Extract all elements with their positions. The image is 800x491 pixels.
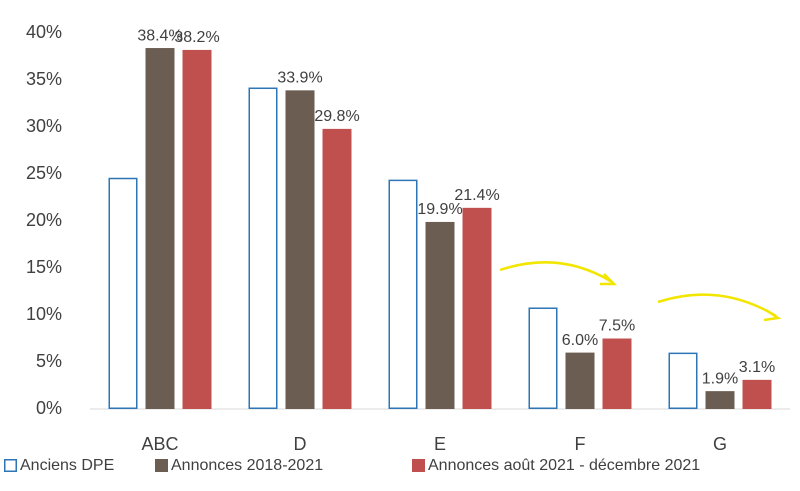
x-tick-label: E bbox=[434, 434, 446, 454]
legend-label: Annonces août 2021 - décembre 2021 bbox=[428, 457, 700, 474]
bar bbox=[602, 338, 632, 409]
legend-label: Anciens DPE bbox=[20, 457, 114, 474]
arrow bbox=[499, 261, 613, 284]
bar bbox=[742, 379, 772, 409]
bar bbox=[668, 352, 698, 410]
bar bbox=[565, 352, 595, 409]
data-label: 19.9% bbox=[417, 201, 462, 218]
data-label: 6.0% bbox=[562, 332, 598, 349]
bar bbox=[248, 87, 278, 410]
arrow bbox=[657, 293, 777, 318]
y-tick-label: 40% bbox=[26, 22, 62, 42]
data-label: 38.4% bbox=[137, 27, 182, 44]
data-label: 1.9% bbox=[702, 370, 738, 387]
bar bbox=[388, 179, 418, 409]
bar bbox=[285, 90, 315, 409]
x-tick-label: D bbox=[294, 434, 307, 454]
y-tick-label: 35% bbox=[26, 69, 62, 89]
bar bbox=[182, 49, 212, 410]
bar bbox=[528, 307, 558, 410]
x-tick-label: F bbox=[575, 434, 586, 454]
legend-swatch bbox=[4, 459, 17, 472]
bar bbox=[705, 391, 735, 409]
legend-swatch bbox=[412, 459, 425, 472]
bar bbox=[108, 177, 138, 409]
data-label: 29.8% bbox=[314, 108, 359, 125]
data-label: 33.9% bbox=[277, 70, 322, 87]
y-tick-label: 15% bbox=[26, 257, 62, 277]
y-tick-label: 20% bbox=[26, 210, 62, 230]
bar bbox=[425, 221, 455, 409]
data-label: 38.2% bbox=[174, 29, 219, 46]
y-tick-label: 25% bbox=[26, 163, 62, 183]
arrow-head bbox=[763, 308, 782, 322]
legend-swatch bbox=[155, 459, 168, 472]
data-label: 3.1% bbox=[739, 359, 775, 376]
y-tick-label: 30% bbox=[26, 116, 62, 136]
y-tick-label: 0% bbox=[36, 398, 62, 418]
legend-label: Annonces 2018-2021 bbox=[171, 457, 323, 474]
bar bbox=[462, 207, 492, 409]
x-tick-label: G bbox=[713, 434, 727, 454]
bar bbox=[145, 48, 175, 409]
y-tick-label: 10% bbox=[26, 304, 62, 324]
trend-arrows bbox=[499, 261, 782, 322]
data-label: 7.5% bbox=[599, 318, 635, 335]
data-label: 21.4% bbox=[454, 187, 499, 204]
bar bbox=[322, 128, 352, 409]
arrow-head bbox=[600, 273, 618, 286]
y-tick-label: 5% bbox=[36, 351, 62, 371]
x-tick-label: ABC bbox=[141, 434, 178, 454]
